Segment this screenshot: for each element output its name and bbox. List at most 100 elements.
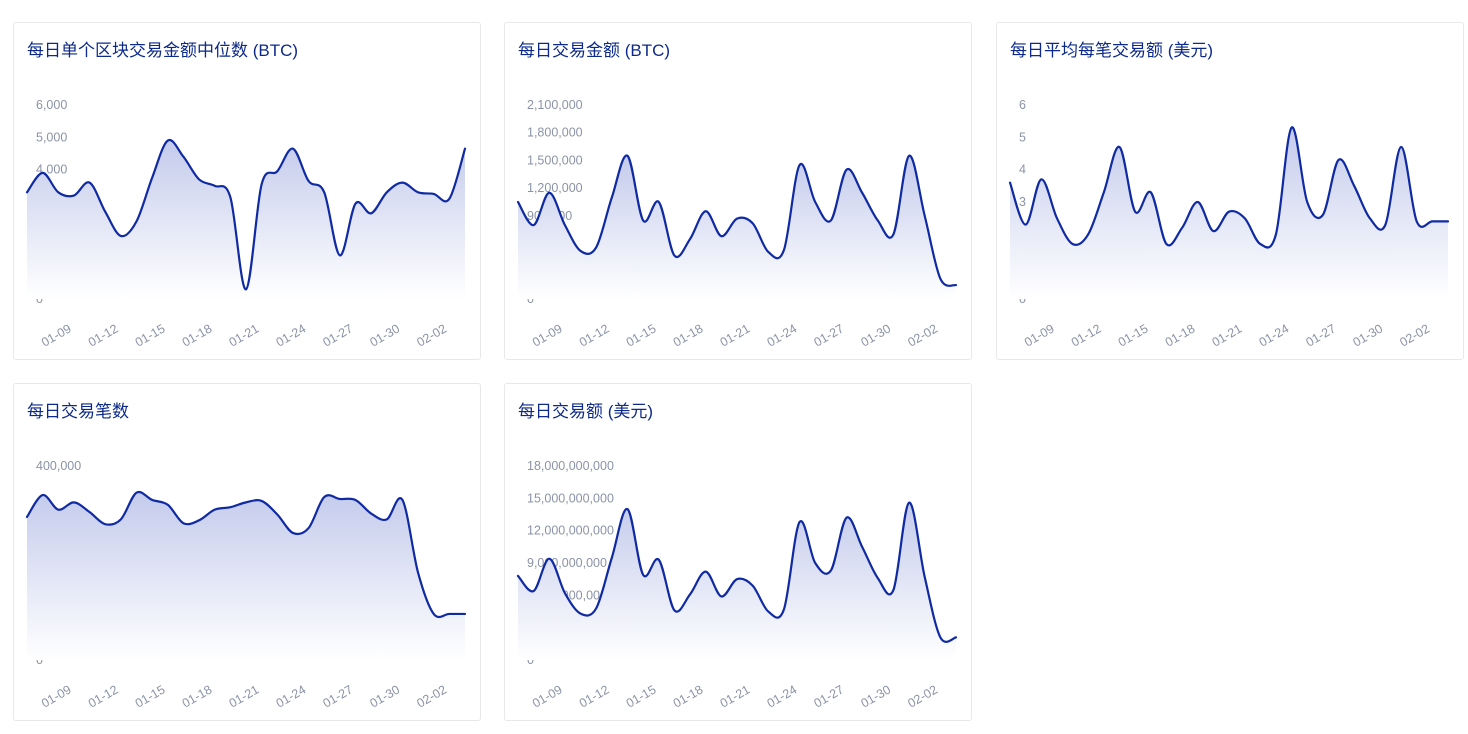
data-point-01-09[interactable] <box>1039 177 1043 181</box>
data-point-01-07[interactable] <box>516 200 520 204</box>
data-point-01-31[interactable] <box>400 498 404 502</box>
data-point-01-22[interactable] <box>260 499 264 503</box>
data-point-01-17[interactable] <box>1164 242 1168 246</box>
data-point-01-18[interactable] <box>688 237 692 241</box>
data-point-01-13[interactable] <box>1102 190 1106 194</box>
data-point-01-07[interactable] <box>1008 181 1012 185</box>
data-point-01-14[interactable] <box>626 154 630 158</box>
data-point-01-12[interactable] <box>594 606 598 610</box>
data-point-01-23[interactable] <box>766 610 770 614</box>
data-point-01-20[interactable] <box>1211 229 1215 233</box>
data-point-01-29[interactable] <box>1352 184 1356 188</box>
data-point-02-03[interactable] <box>938 277 942 281</box>
data-point-01-09[interactable] <box>56 190 60 194</box>
chart-plot[interactable]: 03,000,000,0006,000,000,0009,000,000,000… <box>505 384 972 721</box>
data-point-01-18[interactable] <box>1180 226 1184 230</box>
data-point-01-25[interactable] <box>307 526 311 530</box>
data-point-01-31[interactable] <box>400 181 404 185</box>
data-point-01-22[interactable] <box>1243 216 1247 220</box>
data-point-01-22[interactable] <box>260 182 264 186</box>
data-point-01-09[interactable] <box>547 191 551 195</box>
data-point-01-23[interactable] <box>275 513 279 517</box>
data-point-02-01[interactable] <box>907 501 911 505</box>
data-point-01-17[interactable] <box>181 155 185 159</box>
data-point-01-16[interactable] <box>166 503 170 507</box>
data-point-01-20[interactable] <box>228 195 232 199</box>
data-point-01-14[interactable] <box>1118 145 1122 149</box>
data-point-01-28[interactable] <box>354 202 358 206</box>
data-point-01-26[interactable] <box>813 561 817 565</box>
data-point-02-03[interactable] <box>447 197 451 201</box>
data-point-01-29[interactable] <box>369 211 373 215</box>
data-point-01-14[interactable] <box>135 491 139 495</box>
data-point-01-09[interactable] <box>547 557 551 561</box>
data-point-01-13[interactable] <box>119 234 123 238</box>
data-point-01-28[interactable] <box>354 498 358 502</box>
data-point-01-19[interactable] <box>704 570 708 574</box>
data-point-01-12[interactable] <box>103 522 107 526</box>
data-point-01-17[interactable] <box>672 608 676 612</box>
data-point-01-24[interactable] <box>782 607 786 611</box>
data-point-02-04[interactable] <box>463 612 467 616</box>
data-point-01-11[interactable] <box>579 249 583 253</box>
data-point-01-30[interactable] <box>1368 216 1372 220</box>
data-point-01-13[interactable] <box>610 195 614 199</box>
data-point-01-14[interactable] <box>626 507 630 511</box>
data-point-01-12[interactable] <box>103 210 107 214</box>
data-point-01-21[interactable] <box>244 500 248 504</box>
data-point-01-08[interactable] <box>41 493 45 497</box>
data-point-01-07[interactable] <box>25 515 29 519</box>
data-point-01-25[interactable] <box>1290 126 1294 130</box>
data-point-02-02[interactable] <box>923 575 927 579</box>
data-point-01-20[interactable] <box>719 234 723 238</box>
data-point-01-16[interactable] <box>166 139 170 143</box>
data-point-01-26[interactable] <box>322 495 326 499</box>
data-point-02-02[interactable] <box>923 214 927 218</box>
data-point-01-27[interactable] <box>829 218 833 222</box>
data-point-01-11[interactable] <box>88 510 92 514</box>
data-point-01-23[interactable] <box>275 169 279 173</box>
data-point-01-18[interactable] <box>688 592 692 596</box>
data-point-01-11[interactable] <box>88 181 92 185</box>
data-point-01-28[interactable] <box>1337 158 1341 162</box>
data-point-02-01[interactable] <box>416 571 420 575</box>
data-point-01-13[interactable] <box>610 556 614 560</box>
data-point-01-10[interactable] <box>1055 216 1059 220</box>
data-point-01-29[interactable] <box>860 545 864 549</box>
data-point-01-15[interactable] <box>641 573 645 577</box>
data-point-01-22[interactable] <box>751 221 755 225</box>
data-point-01-24[interactable] <box>782 248 786 252</box>
data-point-01-08[interactable] <box>41 171 45 175</box>
chart-plot[interactable]: 01,0002,0003,0004,0005,0006,00001-0901-1… <box>14 23 481 360</box>
data-point-01-29[interactable] <box>860 191 864 195</box>
data-point-01-16[interactable] <box>1149 190 1153 194</box>
data-point-01-25[interactable] <box>798 163 802 167</box>
data-point-01-28[interactable] <box>845 168 849 172</box>
data-point-02-01[interactable] <box>1399 145 1403 149</box>
data-point-01-08[interactable] <box>532 589 536 593</box>
data-point-02-01[interactable] <box>907 154 911 158</box>
data-point-01-07[interactable] <box>516 574 520 578</box>
data-point-01-31[interactable] <box>891 232 895 236</box>
data-point-02-03[interactable] <box>938 635 942 639</box>
data-point-01-18[interactable] <box>197 518 201 522</box>
data-point-01-24[interactable] <box>1274 232 1278 236</box>
data-point-01-10[interactable] <box>72 500 76 504</box>
data-point-01-25[interactable] <box>798 520 802 524</box>
data-point-01-20[interactable] <box>228 505 232 509</box>
data-point-01-12[interactable] <box>1086 232 1090 236</box>
data-point-01-11[interactable] <box>579 612 583 616</box>
data-point-01-31[interactable] <box>1383 223 1387 227</box>
data-point-01-26[interactable] <box>1305 200 1309 204</box>
data-point-01-27[interactable] <box>1321 213 1325 217</box>
data-point-01-20[interactable] <box>719 594 723 598</box>
data-point-01-30[interactable] <box>385 190 389 194</box>
data-point-01-24[interactable] <box>291 147 295 151</box>
data-point-01-08[interactable] <box>532 223 536 227</box>
data-point-01-27[interactable] <box>338 253 342 257</box>
data-point-01-19[interactable] <box>704 209 708 213</box>
data-point-01-21[interactable] <box>1227 210 1231 214</box>
data-point-02-04[interactable] <box>954 283 958 287</box>
data-point-01-07[interactable] <box>25 190 29 194</box>
data-point-01-25[interactable] <box>307 179 311 183</box>
